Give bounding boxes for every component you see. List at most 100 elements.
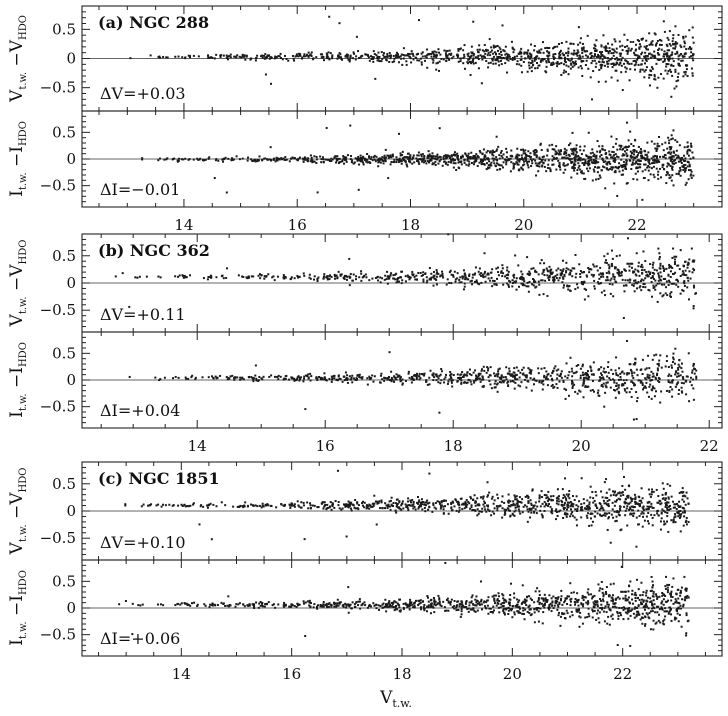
data-point [209,276,212,279]
data-point [485,49,488,52]
data-point [541,41,544,44]
data-point [609,167,612,170]
data-point [298,156,301,159]
data-point [526,160,529,163]
data-point [157,159,160,162]
data-point [524,149,527,152]
data-point [637,509,640,512]
data-point [357,50,360,53]
data-point [622,379,625,382]
data-point [391,155,394,158]
data-point [354,58,357,61]
data-point [672,500,675,503]
data-point [581,55,584,58]
data-point [690,47,693,50]
data-point [231,158,234,161]
data-point [420,274,423,277]
data-point [252,377,255,380]
data-point [395,373,398,376]
data-point [518,376,521,379]
data-point [581,51,584,54]
data-point [502,153,505,156]
data-point [182,276,185,279]
data-point [349,158,352,161]
data-point [685,491,688,494]
data-point [462,275,465,278]
data-point [431,157,434,160]
data-point [458,279,461,282]
data-point [423,506,426,509]
data-point [491,58,494,61]
data-point [451,57,454,60]
data-point [469,495,472,498]
data-point [432,502,435,505]
data-point [624,70,627,73]
data-point [626,50,629,53]
data-point [683,55,686,58]
data-point [590,56,593,59]
data-point [586,275,589,278]
data-point [476,48,479,51]
data-point [599,155,602,158]
data-point [614,369,617,372]
data-point [159,276,162,279]
data-point [632,363,635,366]
data-point [642,388,645,391]
data-point [426,160,429,163]
data-point [593,53,596,56]
data-point [237,274,240,277]
data-point [619,148,622,151]
data-point [555,511,558,514]
data-point [563,495,566,498]
data-point [637,379,640,382]
data-point [600,65,603,68]
data-point [310,375,313,378]
data-point [624,59,627,62]
data-point [276,375,279,378]
data-point [672,37,675,40]
data-point [651,295,654,298]
data-point [581,363,584,366]
data-point [535,155,538,158]
data-point [545,267,548,270]
data-point [368,161,371,164]
data-point [456,154,459,157]
data-point [682,376,685,379]
data-point [366,158,369,161]
data-point [207,376,210,379]
data-point [486,149,489,152]
data-point [547,270,550,273]
data-point [478,48,481,51]
data-point [435,379,438,382]
data-point [613,160,616,163]
data-point [417,158,420,161]
data-point [668,504,671,507]
data-point [367,56,370,59]
data-point [431,50,434,53]
data-point [619,376,622,379]
data-point [658,43,661,46]
data-point [430,158,433,161]
data-point [596,512,599,515]
data-point [619,45,622,48]
data-point [552,53,555,56]
data-point [554,45,557,48]
data-point [690,384,693,387]
data-point [215,158,218,161]
data-point [470,45,473,48]
data-point [470,279,473,282]
data-point [591,161,594,164]
data-point [270,374,273,377]
data-point [375,54,378,57]
data-point [483,50,486,53]
data-point [498,154,501,157]
data-point [417,271,420,274]
data-point [576,49,579,52]
data-point [653,158,656,161]
data-point [447,233,450,236]
data-point [291,54,294,57]
data-point [497,372,500,375]
data-point [569,142,572,145]
data-point [590,55,593,58]
data-point [648,32,651,35]
